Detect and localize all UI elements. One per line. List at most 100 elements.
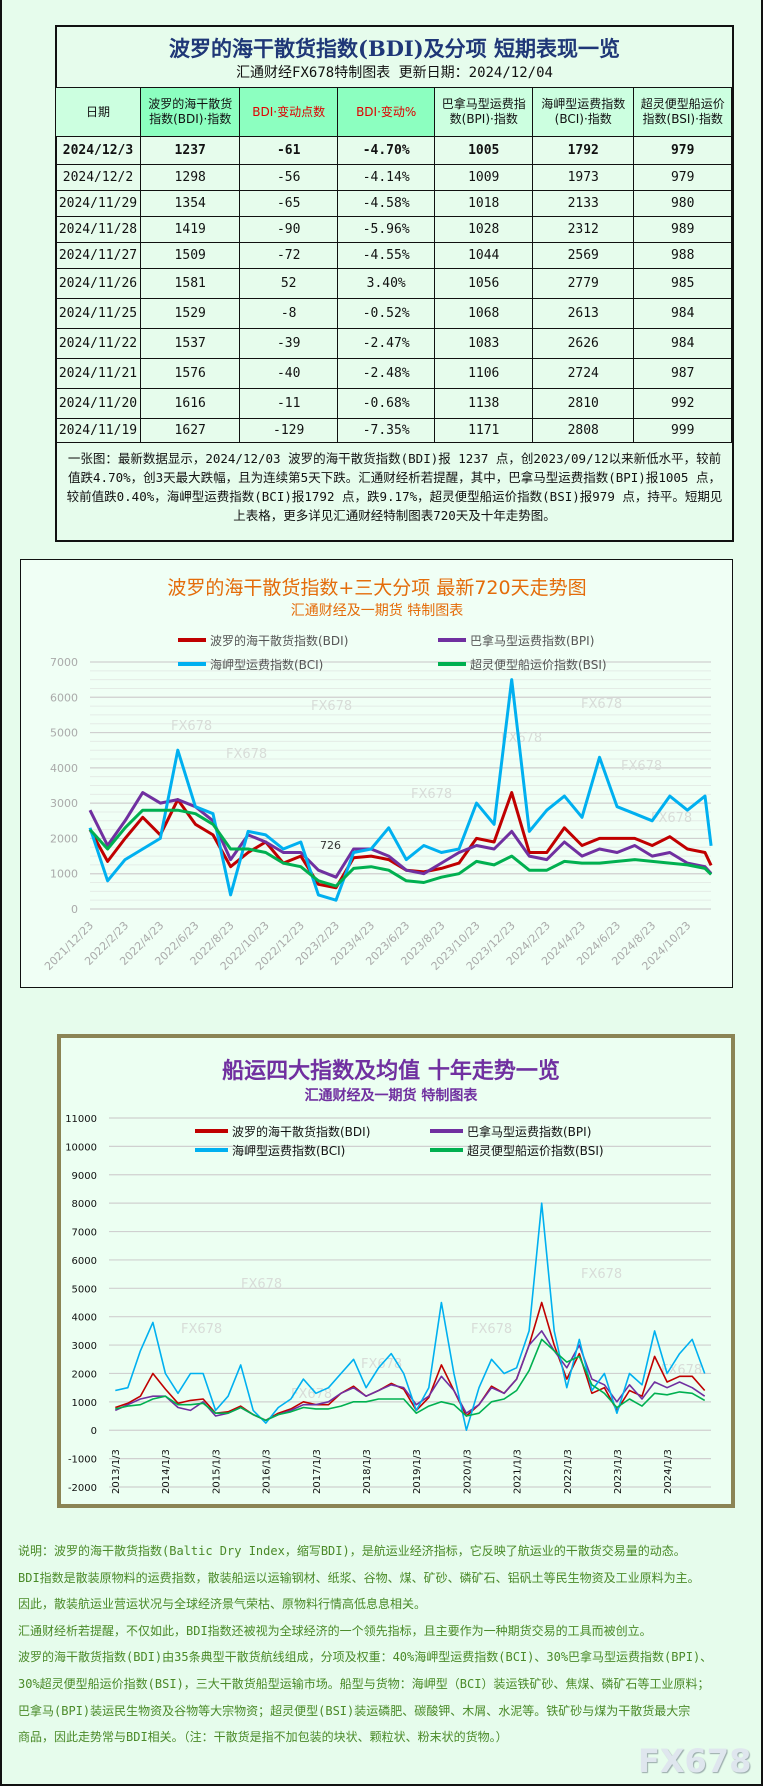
table-cell: -11 — [239, 388, 338, 419]
table-cell: 2024/11/22 — [55, 328, 141, 359]
legend-label: 波罗的海干散货指数(BDI) — [210, 633, 348, 648]
table-cell: 2024/11/20 — [55, 388, 141, 419]
table-row: 2024/11/20 1616 -11 -0.68% 1138 2810 992 — [55, 388, 732, 419]
y-tick-label: 0 — [71, 903, 78, 916]
table-cell: 1792 — [531, 136, 635, 165]
table-cell: 2024/11/25 — [55, 298, 141, 329]
y-tick-label: 3000 — [72, 1341, 97, 1352]
x-tick-label: 2019/1/3 — [412, 1449, 423, 1494]
table-cell: 1106 — [434, 358, 533, 389]
table-cell: -0.52% — [336, 298, 436, 329]
summary-description: 一张图：最新数据显示，2024/12/03 波罗的海干散货指数(BDI)报 12… — [66, 451, 723, 523]
fx678-watermark: FX678 — [581, 697, 622, 712]
chart-title: 船运四大指数及均值 十年走势一览 — [222, 1058, 560, 1084]
table-cell: -39 — [239, 328, 338, 359]
table-cell: 2808 — [531, 418, 635, 443]
table-cell: 984 — [633, 298, 732, 329]
table-cell: 2024/11/21 — [55, 358, 141, 389]
table-cell: 1068 — [434, 298, 533, 329]
table-cell: -2.48% — [336, 358, 436, 389]
note-line: 商品，因此走势常与BDI相关。（注：干散货是指不加包装的块状、颗粒状、粉末状的货… — [18, 1730, 508, 1745]
y-tick-label: 2000 — [72, 1369, 97, 1380]
fx678-watermark: FX678 — [171, 719, 212, 734]
summary-table: 日期 波罗的海干散货指数(BDI)·指数 BDI·变动点数 BDI·变动% 巴拿… — [55, 87, 732, 443]
y-tick-label: 2000 — [50, 832, 78, 845]
table-row: 2024/11/27 1509 -72 -4.55% 1044 2569 988 — [55, 242, 732, 269]
summary-table-panel: 波罗的海干散货指数(BDI)及分项 短期表现一览 汇通财经FX678特制图表 更… — [55, 25, 734, 542]
table-cell: 980 — [633, 190, 732, 217]
table-row: 2024/12/2 1298 -56 -4.14% 1009 1973 979 — [55, 164, 732, 191]
table-cell: 2569 — [531, 242, 635, 269]
note-line: 说明：波罗的海干散货指数(Baltic Dry Index，缩写BDI)，是航运… — [18, 1544, 686, 1558]
x-tick-label: 2013/1/3 — [111, 1449, 122, 1494]
table-cell: -4.14% — [336, 164, 436, 191]
table-cell: 2626 — [531, 328, 635, 359]
note-line: 30%超灵便型船运价指数(BSI)，三大干散货船型运输市场。船型与货物：海岬型（… — [18, 1676, 710, 1691]
table-cell: -4.70% — [336, 136, 436, 165]
table-cell: 3.40% — [336, 268, 436, 299]
table-cell: 992 — [633, 388, 732, 419]
legend-label: 波罗的海干散货指数(BDI) — [232, 1124, 370, 1139]
y-tick-label: 5000 — [72, 1284, 97, 1295]
y-tick-label: 10000 — [65, 1142, 97, 1153]
table-cell: 1171 — [434, 418, 533, 443]
table-cell: -4.58% — [336, 190, 436, 217]
table-cell: 987 — [633, 358, 732, 389]
table-cell: 2810 — [531, 388, 635, 419]
table-cell: -4.55% — [336, 242, 436, 269]
table-cell: 1576 — [139, 358, 241, 389]
table-cell: -7.35% — [336, 418, 436, 443]
table-cell: 1237 — [139, 136, 241, 165]
x-tick-label: 2017/1/3 — [312, 1449, 323, 1494]
legend-label: 海岬型运费指数(BCI) — [210, 657, 323, 672]
chart-title: 波罗的海干散货指数+三大分项 最新720天走势图 — [167, 577, 586, 599]
fx678-watermark: FX678 — [621, 759, 662, 774]
series-line-bsi — [88, 808, 713, 888]
table-cell: 1298 — [139, 164, 241, 191]
x-tick-label: 2015/1/3 — [211, 1449, 222, 1494]
chart-ten-year: 船运四大指数及均值 十年走势一览 汇通财经及一期货 特制图表 -2000 -1000 0… — [57, 1034, 735, 1508]
x-tick-label: 2024/1/3 — [663, 1449, 674, 1494]
y-tick-label: 4000 — [50, 762, 78, 775]
chart-720-day: 波罗的海干散货指数+三大分项 最新720天走势图 汇通财经及一期货 特制图表 0 10… — [20, 559, 733, 988]
header-bdi-change: BDI·变动点数 — [239, 87, 338, 137]
series-line-bci — [115, 1202, 706, 1431]
table-cell: -2.47% — [336, 328, 436, 359]
fx678-watermark: FX678 — [471, 1322, 512, 1337]
table-cell: 1138 — [434, 388, 533, 419]
fx678-watermark: FX678 — [241, 1277, 282, 1292]
x-tick-label: 2022/1/3 — [563, 1449, 574, 1494]
table-row: 2024/11/21 1576 -40 -2.48% 1106 2724 987 — [55, 358, 732, 389]
x-tick-label: 2016/1/3 — [262, 1449, 273, 1494]
table-row: 2024/12/3 1237 -61 -4.70% 1005 1792 979 — [55, 136, 732, 165]
note-line: 汇通财经析若提醒，不仅如此，BDI指数还被视为全球经济的一个领先指标，且主要作为… — [18, 1623, 652, 1638]
y-tick-label: 11000 — [65, 1114, 97, 1125]
y-tick-label: 7000 — [72, 1228, 97, 1239]
table-cell: 2024/11/29 — [55, 190, 141, 217]
table-cell: -65 — [239, 190, 338, 217]
y-tick-label: 0 — [91, 1426, 97, 1437]
table-cell: 52 — [239, 268, 338, 299]
x-tick-label: 2023/1/3 — [613, 1449, 624, 1494]
y-tick-label: 8000 — [72, 1199, 97, 1210]
table-cell: 2024/11/26 — [55, 268, 141, 299]
table-cell: 999 — [633, 418, 732, 443]
y-tick-label: 9000 — [72, 1171, 97, 1182]
table-cell: 1529 — [139, 298, 241, 329]
table-cell: -72 — [239, 242, 338, 269]
table-header-row: 日期 波罗的海干散货指数(BDI)·指数 BDI·变动点数 BDI·变动% 巴拿… — [55, 87, 732, 137]
table-subtitle: 汇通财经FX678特制图表 更新日期：2024/12/04 — [236, 65, 553, 81]
table-row: 2024/11/28 1419 -90 -5.96% 1028 2312 989 — [55, 216, 732, 243]
table-cell: 2024/12/3 — [55, 136, 141, 165]
fx678-watermark: FX678 — [311, 699, 352, 714]
y-tick-label: 5000 — [50, 727, 78, 740]
table-cell: 2312 — [531, 216, 635, 243]
table-row: 2024/11/25 1529 -8 -0.52% 1068 2613 984 — [55, 298, 732, 329]
table-row: 2024/11/29 1354 -65 -4.58% 1018 2133 980 — [55, 190, 732, 217]
legend-label: 超灵便型船运价指数(BSI) — [470, 657, 607, 672]
note-line: 波罗的海干散货指数(BDI)由35条典型干散货航线组成，分项及权重：40%海岬型… — [18, 1650, 713, 1665]
chart-subtitle: 汇通财经及一期货 特制图表 — [291, 602, 463, 619]
table-cell: 1973 — [531, 164, 635, 191]
